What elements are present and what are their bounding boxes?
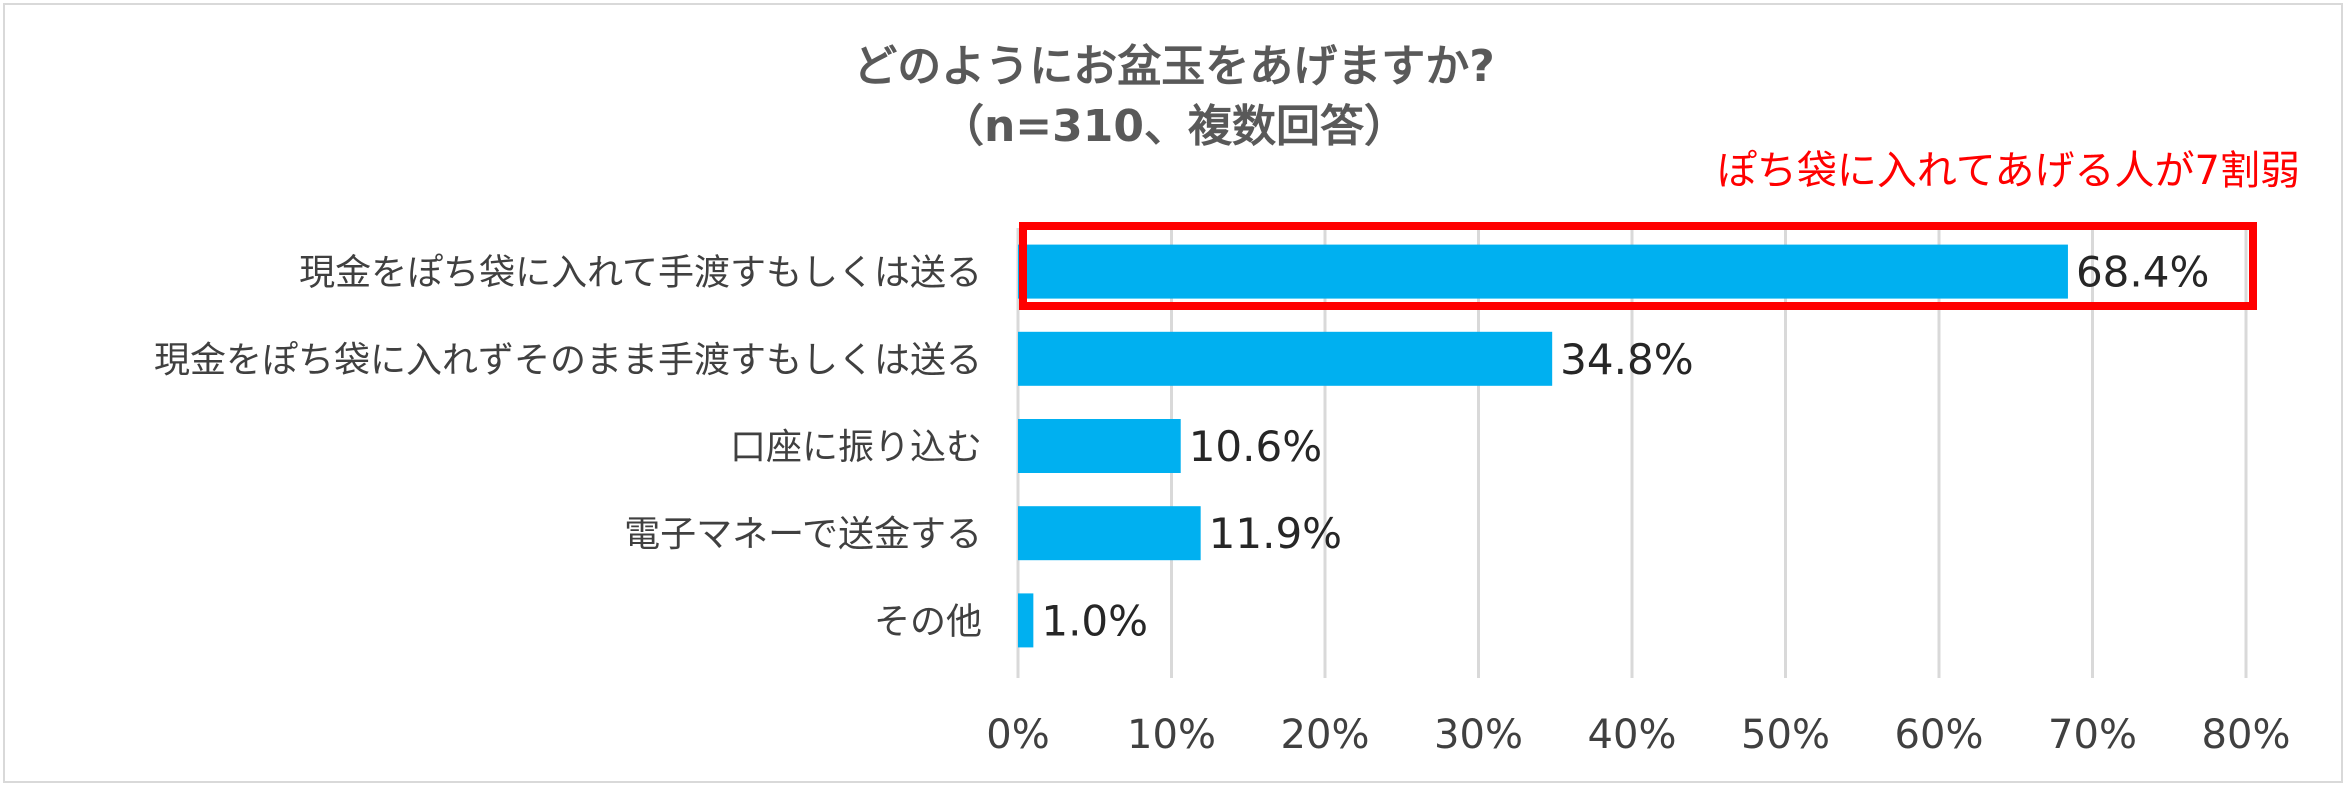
category-label: 現金をぽち袋に入れずそのまま手渡すもしくは送る	[154, 340, 982, 381]
bar	[1018, 244, 2068, 299]
x-tick-label: 20%	[1281, 712, 1370, 758]
category-label: 現金をぽち袋に入れて手渡すもしくは送る	[299, 253, 982, 294]
x-tick-label: 30%	[1434, 712, 1523, 758]
x-tick-label: 0%	[986, 712, 1049, 758]
x-tick-label: 70%	[2048, 712, 2137, 758]
bar	[1018, 331, 1553, 386]
x-tick-label: 40%	[1588, 712, 1677, 758]
category-label: 電子マネーで送金する	[624, 514, 982, 555]
x-tick-label: 60%	[1895, 712, 1984, 758]
data-label: 34.8%	[1560, 335, 1693, 384]
x-tick-label: 80%	[2202, 712, 2291, 758]
highlight-annotation: ぽち袋に入れてあげる人が7割弱	[1716, 148, 2300, 194]
chart-subtitle: （n=310、複数回答）	[939, 101, 1409, 152]
bar	[1018, 419, 1181, 473]
x-tick-label: 10%	[1127, 712, 1216, 758]
data-label: 1.0%	[1041, 596, 1148, 645]
x-tick-label: 50%	[1741, 712, 1830, 758]
category-label: その他	[874, 601, 982, 642]
chart-title: どのようにお盆玉をあげますか?	[853, 41, 1495, 92]
bar	[1018, 506, 1201, 561]
data-label: 11.9%	[1209, 509, 1342, 558]
data-label: 68.4%	[2076, 248, 2209, 297]
data-label: 10.6%	[1189, 422, 1322, 471]
category-label: 口座に振り込む	[730, 427, 982, 468]
highlight-box	[1019, 222, 2257, 310]
bar	[1018, 593, 1034, 648]
